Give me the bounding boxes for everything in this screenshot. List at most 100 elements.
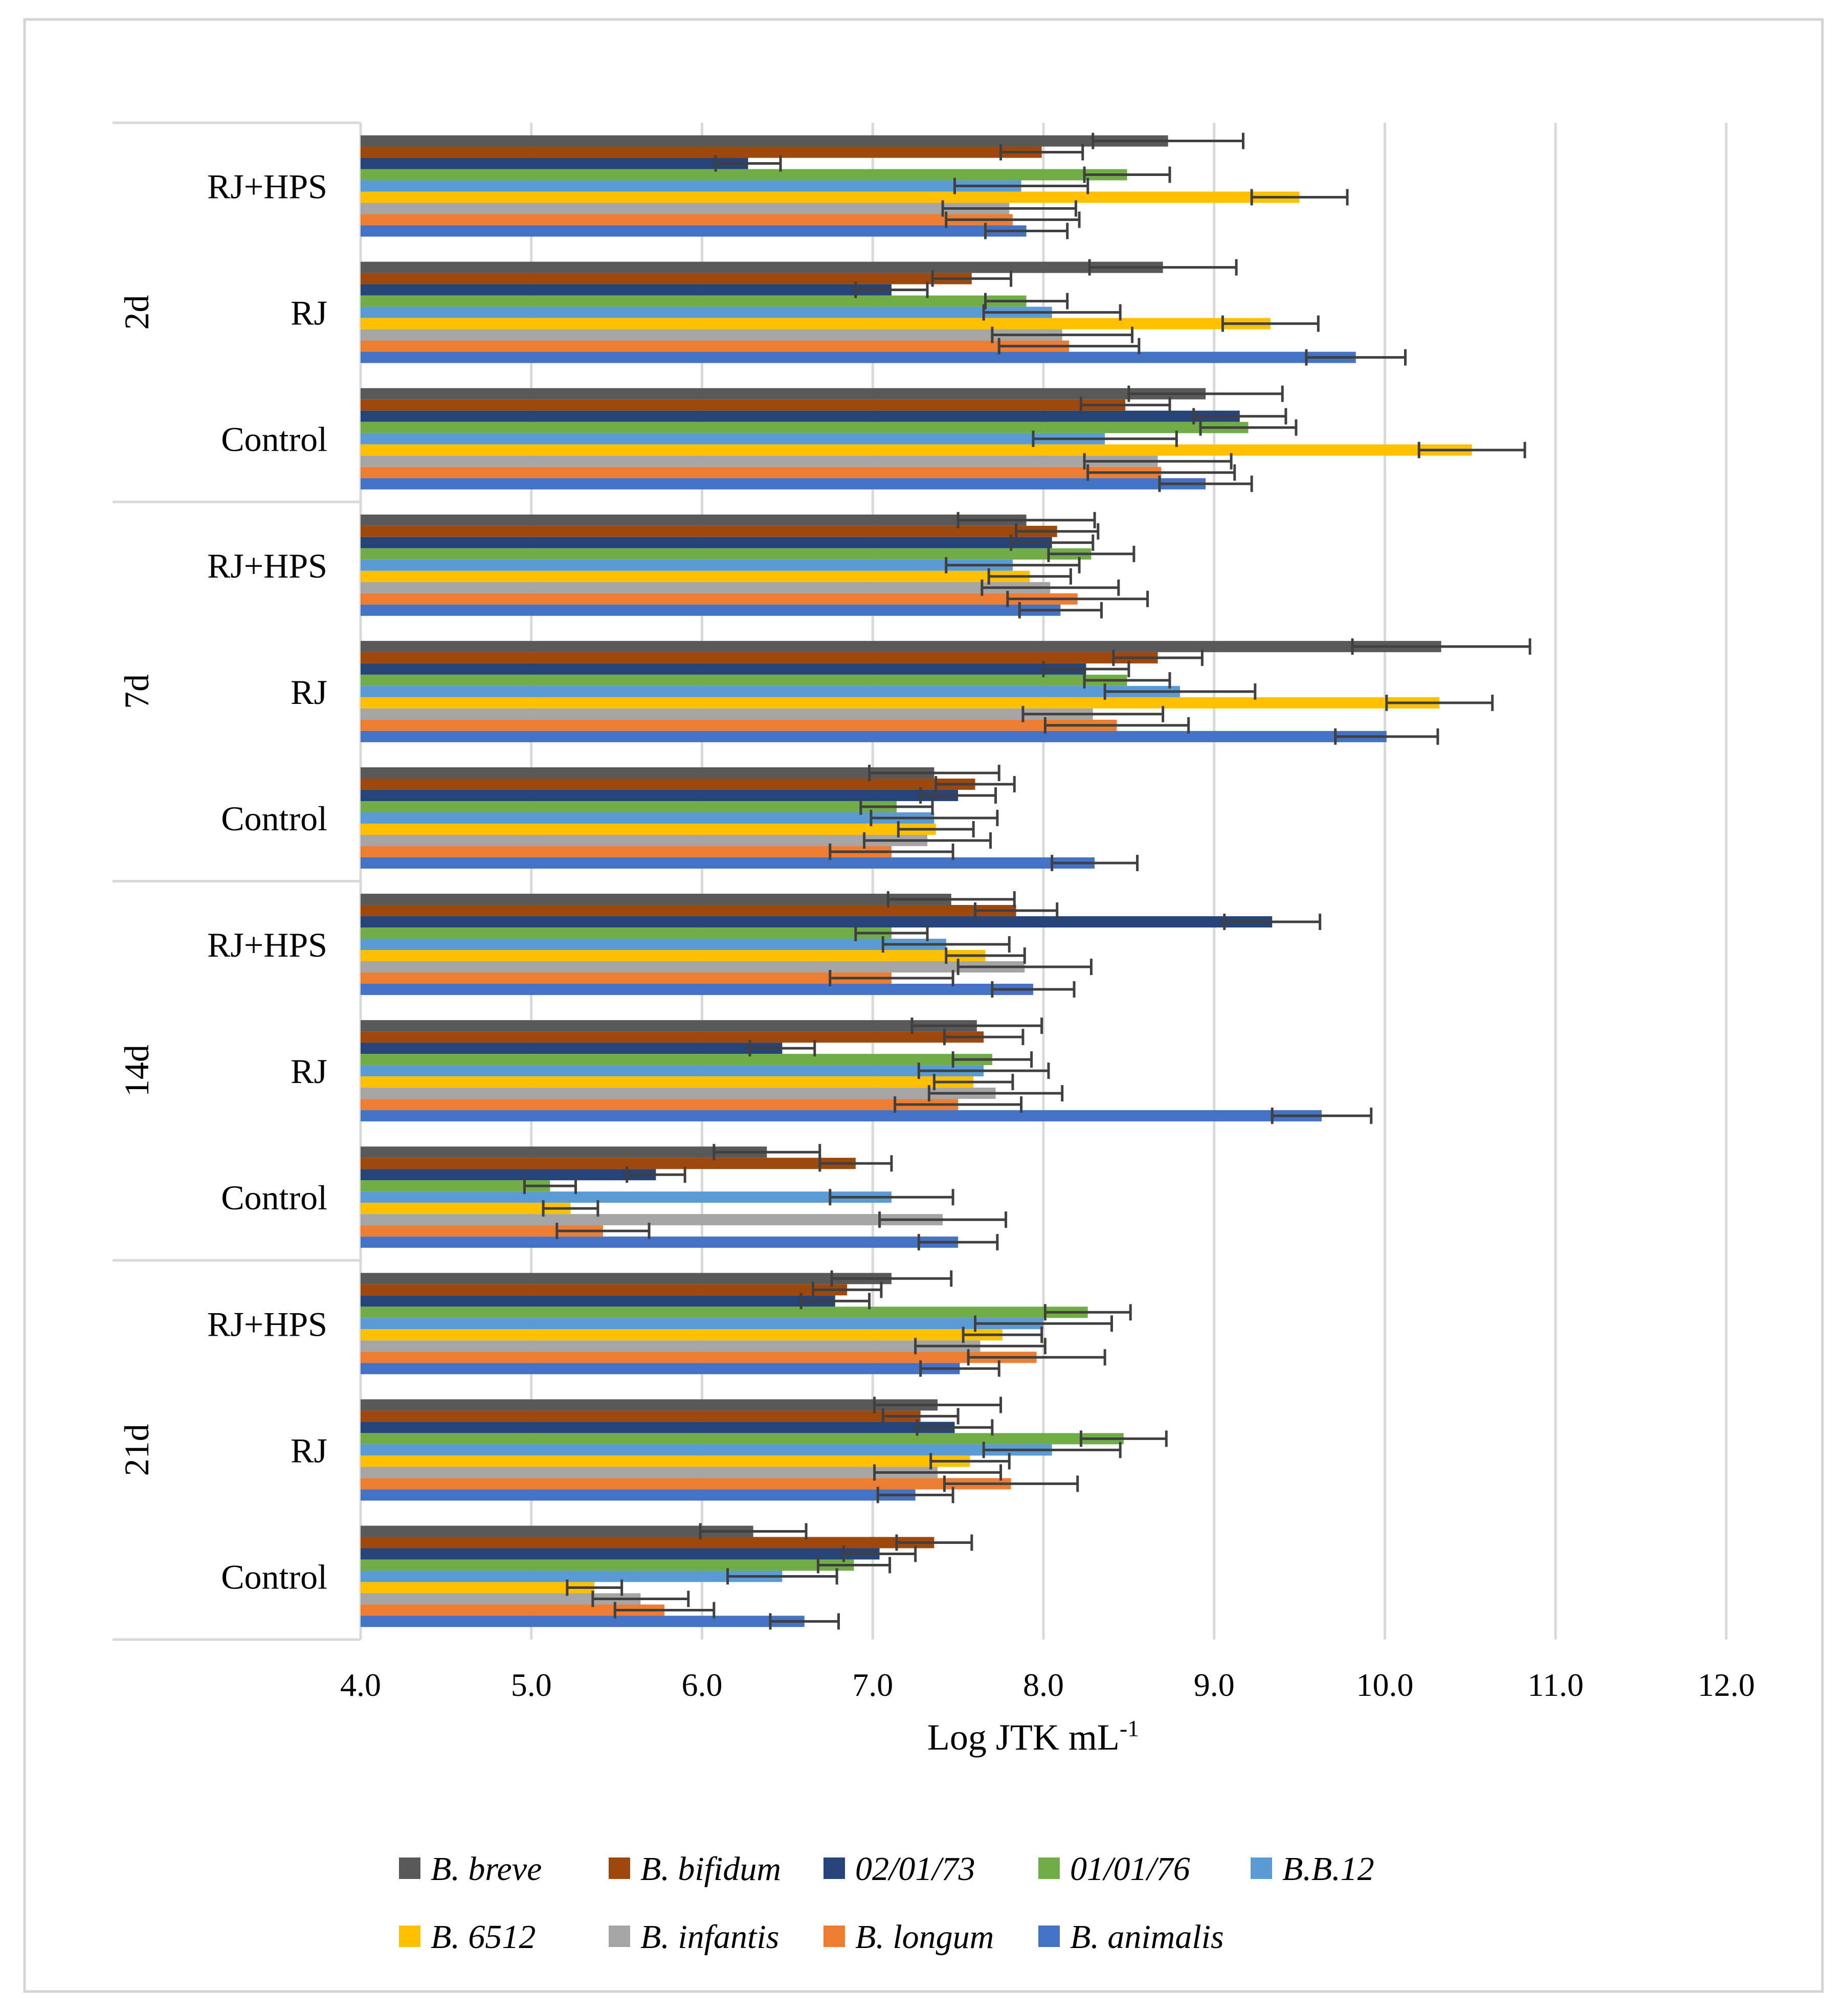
bar [361,582,1051,593]
category-label: Control [221,1557,327,1596]
bar [361,1399,938,1411]
category-label: RJ [291,1052,327,1091]
bar [361,340,1070,352]
x-axis-ticks: 4.0 5.0 6.0 7.0 8.0 9.0 10.0 11.0 12.0 [340,1667,1755,1703]
legend-swatch [399,1926,420,1947]
bar [361,1054,992,1066]
bar [361,719,1117,731]
bar [361,950,986,962]
bar [361,1273,892,1285]
bar [361,191,1300,203]
category-label: RJ+HPS [207,925,327,964]
bar [361,1478,1011,1490]
bar [361,158,748,169]
bar [361,894,951,905]
bar [361,916,1273,928]
bar [361,674,1127,686]
category-label: RJ [291,1431,327,1470]
bar [361,731,1387,742]
error-bars [523,132,1531,1630]
bar [361,1146,767,1158]
bar [361,834,928,846]
legend-swatch [823,1926,845,1947]
bar [361,1548,880,1560]
bar [361,514,1027,526]
group-label: 21d [117,1424,156,1476]
bar [361,351,1356,363]
bar [361,1020,977,1032]
bar [361,146,1042,158]
bar [361,1158,856,1169]
x-tick-label: 10.0 [1356,1667,1414,1703]
legend-swatch [399,1857,420,1879]
category-label: RJ+HPS [207,546,327,585]
x-tick-label: 8.0 [1023,1667,1064,1703]
bar [361,593,1078,605]
bar [361,685,1180,697]
x-tick-label: 5.0 [511,1667,552,1703]
category-label: Control [221,1178,327,1217]
category-axis: 2d RJ+HPS RJ Control 7d RJ+HPS RJ Control 14d RJ+… [113,121,362,1641]
bar [361,225,1027,237]
bar [361,708,1093,720]
bar [361,1191,892,1203]
bar [361,548,1092,560]
bar [361,823,936,835]
bar [361,169,1127,181]
category-label: Control [221,420,327,459]
bar [361,1363,960,1375]
bars [361,135,1472,1627]
bar [361,1570,783,1582]
bar [361,1169,656,1181]
bar [361,295,1027,307]
bar [361,927,892,939]
bar [361,1318,1043,1330]
bar [361,939,946,950]
legend-swatch [1251,1857,1272,1879]
legend-entry: B. bifidum [640,1850,781,1888]
bar [361,306,1052,318]
bar [361,422,1249,433]
x-axis-title-superscript: -1 [1120,1715,1139,1741]
bar [361,1559,854,1571]
x-tick-label: 9.0 [1194,1667,1235,1703]
bar [361,1410,921,1422]
bar [361,1307,1088,1318]
category-label: RJ [291,294,327,333]
bar [361,135,1168,147]
bar [361,559,1013,571]
legend-entry: B.B.12 [1282,1850,1374,1888]
x-tick-label: 11.0 [1527,1667,1584,1703]
bar [361,1537,934,1549]
bar [361,846,892,857]
bar [361,478,1206,490]
bar [361,1110,1322,1122]
bar [361,1604,665,1616]
bar [361,857,1095,869]
bar [361,801,897,812]
bar [361,984,1033,996]
bar [361,444,1472,456]
bar [361,604,1061,616]
legend-swatch [1038,1926,1060,1947]
legend-entry: B. longum [855,1918,994,1956]
bar [361,1455,970,1467]
legend-entry: 01/01/76 [1070,1850,1190,1888]
x-tick-label: 4.0 [340,1667,381,1703]
bar [361,1225,603,1237]
bar [361,1422,955,1433]
bar [361,697,1440,709]
bar [361,318,1271,329]
legend-entry: B. breve [431,1850,542,1888]
bar [361,1180,550,1192]
category-label: RJ+HPS [207,1304,327,1343]
bar [361,1076,974,1088]
bar [361,1284,848,1296]
category-label: Control [221,799,327,838]
bar [361,778,975,790]
bar [361,767,934,779]
bar [361,972,892,984]
bar [361,663,1086,675]
bar [361,640,1441,652]
bar [361,1214,943,1226]
